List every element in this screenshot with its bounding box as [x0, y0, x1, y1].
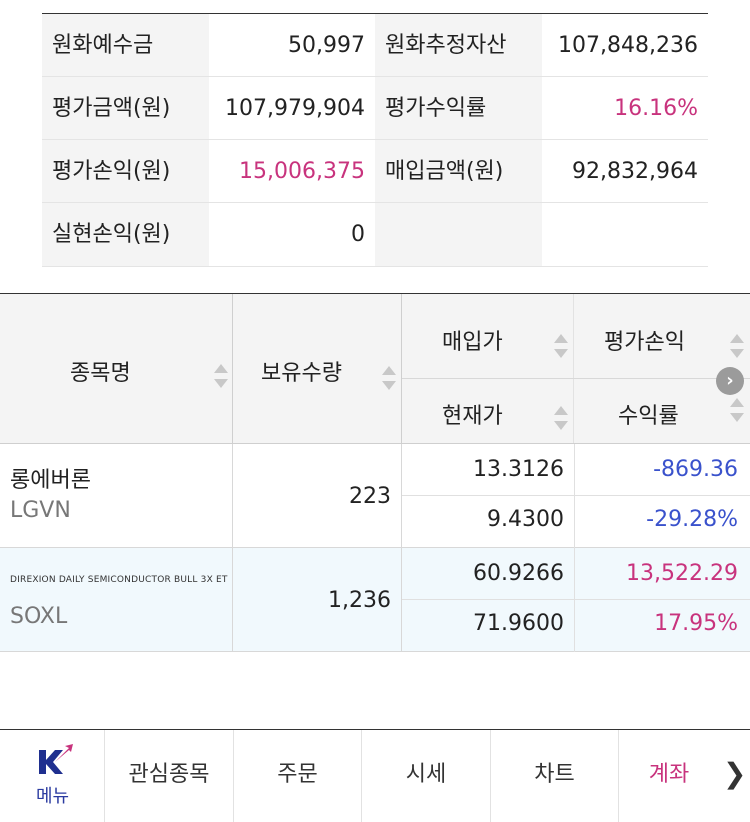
sort-icon[interactable]	[730, 398, 744, 422]
summary-label-krw-estimated-assets: 원화추정자산	[375, 14, 542, 76]
summary-value-eval-pl: 15,006,375	[208, 140, 375, 202]
return-rate-value: -29.28%	[646, 507, 738, 532]
bottom-nav: 메뉴 관심종목 주문 시세 차트 계좌 ❯	[0, 729, 750, 822]
quantity-cell: 1,236	[233, 548, 402, 652]
quantity-value: 223	[349, 484, 391, 509]
k-logo-icon	[39, 744, 73, 774]
quantity-value: 1,236	[328, 588, 391, 613]
stock-name-cell[interactable]: 롱에버론 LGVN	[0, 444, 233, 548]
table-row[interactable]: DIREXION DAILY SEMICONDUCTOR BULL 3X ET …	[0, 548, 750, 652]
chevron-right-icon[interactable]: ❯	[723, 757, 747, 790]
nav-tab-watchlist[interactable]: 관심종목	[105, 730, 234, 822]
price-pl-cell: 60.9266 13,522.29 71.9600 17.95%	[402, 548, 750, 652]
sort-icon[interactable]	[382, 366, 396, 390]
sort-icon[interactable]	[730, 334, 744, 358]
column-divider	[574, 444, 575, 548]
eval-pl-value: -869.36	[653, 457, 738, 482]
column-divider	[574, 548, 575, 652]
header-stock-name-label: 종목명	[70, 361, 131, 386]
stock-name: 롱에버론	[10, 468, 91, 493]
header-quantity-label: 보유수량	[261, 361, 342, 386]
header-divider	[402, 378, 750, 379]
header-prices[interactable]: 매입가 현재가	[402, 294, 574, 443]
header-pl[interactable]: 평가손익 수익률	[574, 294, 750, 443]
header-eval-pl-label: 평가손익	[604, 330, 685, 355]
stock-name-cell[interactable]: DIREXION DAILY SEMICONDUCTOR BULL 3X ET …	[0, 548, 233, 652]
summary-value-purchase-amount: 92,832,964	[541, 140, 708, 202]
holdings-table: 종목명 보유수량 매입가 현재가 평가손익 수익률 롱에버론 LGVN 223	[0, 293, 750, 652]
summary-value-krw-deposit: 50,997	[208, 14, 375, 76]
summary-empty-cell	[375, 203, 542, 266]
header-return-rate-label: 수익률	[618, 404, 679, 429]
summary-row: 실현손익(원) 0	[42, 203, 708, 267]
buy-price-value: 13.3126	[473, 457, 564, 482]
summary-row: 평가금액(원) 107,979,904 평가수익률 16.16%	[42, 77, 708, 140]
header-buy-price-label: 매입가	[442, 330, 503, 355]
summary-label-eval-pl: 평가손익(원)	[42, 140, 209, 202]
stock-code: SOXL	[10, 604, 68, 629]
buy-price-value: 60.9266	[473, 561, 564, 586]
account-summary-table: 원화예수금 50,997 원화추정자산 107,848,236 평가금액(원) …	[42, 13, 708, 267]
nav-tab-chart[interactable]: 차트	[491, 730, 619, 822]
summary-label-krw-deposit: 원화예수금	[42, 14, 209, 76]
chevron-right-icon[interactable]: ›	[716, 367, 744, 395]
summary-value-eval-amount: 107,979,904	[208, 77, 375, 139]
summary-value-krw-estimated-assets: 107,848,236	[541, 14, 708, 76]
summary-value-eval-return: 16.16%	[541, 77, 708, 139]
summary-label-realized-pl: 실현손익(원)	[42, 203, 209, 266]
holdings-header: 종목명 보유수량 매입가 현재가 평가손익 수익률	[0, 294, 750, 444]
summary-empty-cell	[541, 203, 708, 266]
summary-label-purchase-amount: 매입금액(원)	[375, 140, 542, 202]
summary-label-eval-return: 평가수익률	[375, 77, 542, 139]
eval-pl-value: 13,522.29	[626, 561, 738, 586]
nav-menu-label: 메뉴	[35, 786, 70, 807]
stock-code: LGVN	[10, 498, 71, 523]
table-row[interactable]: 롱에버론 LGVN 223 13.3126 -869.36 9.4300 -29…	[0, 444, 750, 548]
quantity-cell: 223	[233, 444, 402, 548]
current-price-value: 71.9600	[473, 611, 564, 636]
return-rate-value: 17.95%	[654, 611, 738, 636]
nav-menu-button[interactable]: 메뉴	[0, 730, 105, 822]
nav-tab-order[interactable]: 주문	[234, 730, 362, 822]
header-stock-name[interactable]: 종목명	[0, 294, 233, 443]
summary-row: 원화예수금 50,997 원화추정자산 107,848,236	[42, 14, 708, 77]
header-current-price-label: 현재가	[442, 404, 503, 429]
nav-tab-quotes[interactable]: 시세	[362, 730, 491, 822]
summary-value-realized-pl: 0	[208, 203, 375, 266]
stock-name: DIREXION DAILY SEMICONDUCTOR BULL 3X ET	[10, 575, 228, 585]
summary-label-eval-amount: 평가금액(원)	[42, 77, 209, 139]
row-divider	[402, 495, 750, 496]
nav-tab-account[interactable]: 계좌	[648, 762, 690, 787]
row-divider	[402, 599, 750, 600]
sort-icon[interactable]	[554, 406, 568, 430]
price-pl-cell: 13.3126 -869.36 9.4300 -29.28%	[402, 444, 750, 548]
summary-row: 평가손익(원) 15,006,375 매입금액(원) 92,832,964	[42, 140, 708, 203]
sort-icon[interactable]	[554, 334, 568, 358]
header-quantity[interactable]: 보유수량	[233, 294, 402, 443]
sort-icon[interactable]	[214, 364, 228, 388]
current-price-value: 9.4300	[487, 507, 564, 532]
